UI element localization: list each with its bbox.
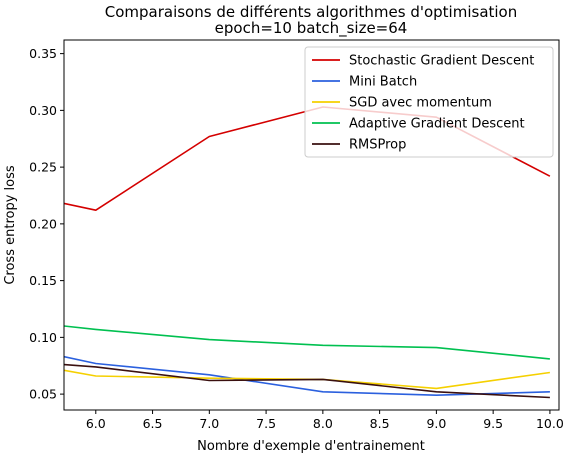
x-tick-label: 6.5	[143, 416, 163, 431]
chart-title: Comparaisons de différents algorithmes d…	[105, 3, 518, 21]
plot-frame	[63, 39, 560, 411]
legend-label: Stochastic Gradient Descent	[349, 54, 534, 69]
legend-box	[304, 46, 554, 158]
legend-label: SGD avec momentum	[349, 96, 492, 111]
x-tick-label: 6.0	[86, 416, 106, 431]
x-tick-label: 7.5	[256, 416, 276, 431]
x-tick-label: 10.0	[536, 416, 563, 431]
series-line-4	[64, 325, 550, 360]
y-tick-label: 0.30	[29, 103, 57, 118]
x-axis-label: Nombre d'exemple d'entrainement	[197, 439, 425, 454]
y-tick-label: 0.35	[29, 46, 57, 61]
x-tick-label: 8.0	[313, 416, 333, 431]
y-axis-label: Cross entropy loss	[3, 165, 18, 285]
y-tick-label: 0.25	[29, 160, 57, 175]
y-tick-label: 0.05	[29, 387, 57, 402]
series-line-3	[64, 369, 551, 390]
series-line-5	[64, 363, 550, 399]
chart-subtitle: epoch=10 batch_size=64	[215, 19, 408, 38]
series-line-2	[64, 355, 550, 397]
x-tick-label: 7.0	[199, 416, 219, 431]
x-axis: 6.0 6.5 7.0 7.5 8.0 8.5 9.0 9.5 10.0	[86, 410, 563, 431]
x-tick-label: 9.5	[483, 416, 503, 431]
legend: Stochastic Gradient Descent Mini Batch SGD…	[304, 46, 554, 158]
y-axis: 0.05 0.10 0.15 0.20 0.25 0.30 0.35	[29, 46, 64, 402]
y-tick-label: 0.15	[29, 273, 57, 288]
legend-label: Adaptive Gradient Descent	[349, 117, 525, 132]
x-tick-label: 8.5	[370, 416, 390, 431]
legend-label: RMSProp	[349, 138, 406, 153]
y-tick-label: 0.10	[29, 330, 57, 345]
y-tick-label: 0.20	[29, 216, 57, 231]
legend-label: Mini Batch	[349, 75, 417, 90]
x-tick-label: 9.0	[426, 416, 446, 431]
